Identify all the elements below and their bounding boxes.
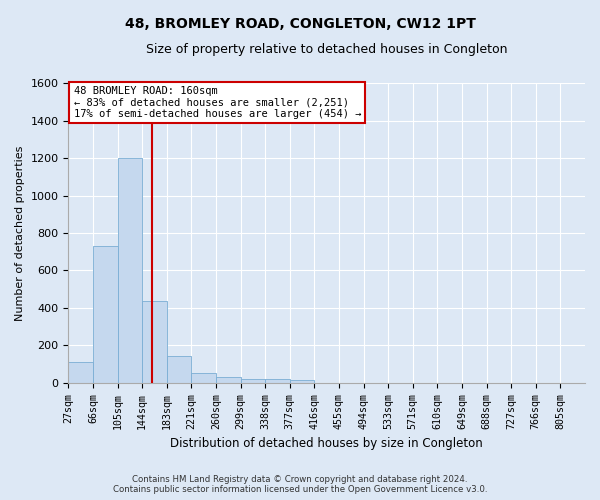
Text: 48 BROMLEY ROAD: 160sqm
← 83% of detached houses are smaller (2,251)
17% of semi: 48 BROMLEY ROAD: 160sqm ← 83% of detache… bbox=[74, 86, 361, 120]
Bar bbox=[265, 379, 290, 383]
Bar bbox=[118, 158, 142, 383]
Title: Size of property relative to detached houses in Congleton: Size of property relative to detached ho… bbox=[146, 42, 508, 56]
Text: Contains HM Land Registry data © Crown copyright and database right 2024.
Contai: Contains HM Land Registry data © Crown c… bbox=[113, 474, 487, 494]
X-axis label: Distribution of detached houses by size in Congleton: Distribution of detached houses by size … bbox=[170, 437, 483, 450]
Bar bbox=[142, 302, 167, 383]
Bar bbox=[167, 356, 191, 383]
Bar bbox=[93, 246, 118, 383]
Bar bbox=[216, 378, 241, 383]
Y-axis label: Number of detached properties: Number of detached properties bbox=[15, 146, 25, 320]
Text: 48, BROMLEY ROAD, CONGLETON, CW12 1PT: 48, BROMLEY ROAD, CONGLETON, CW12 1PT bbox=[125, 18, 475, 32]
Bar bbox=[290, 380, 314, 383]
Bar bbox=[68, 362, 93, 383]
Bar bbox=[241, 379, 265, 383]
Bar bbox=[191, 372, 216, 383]
